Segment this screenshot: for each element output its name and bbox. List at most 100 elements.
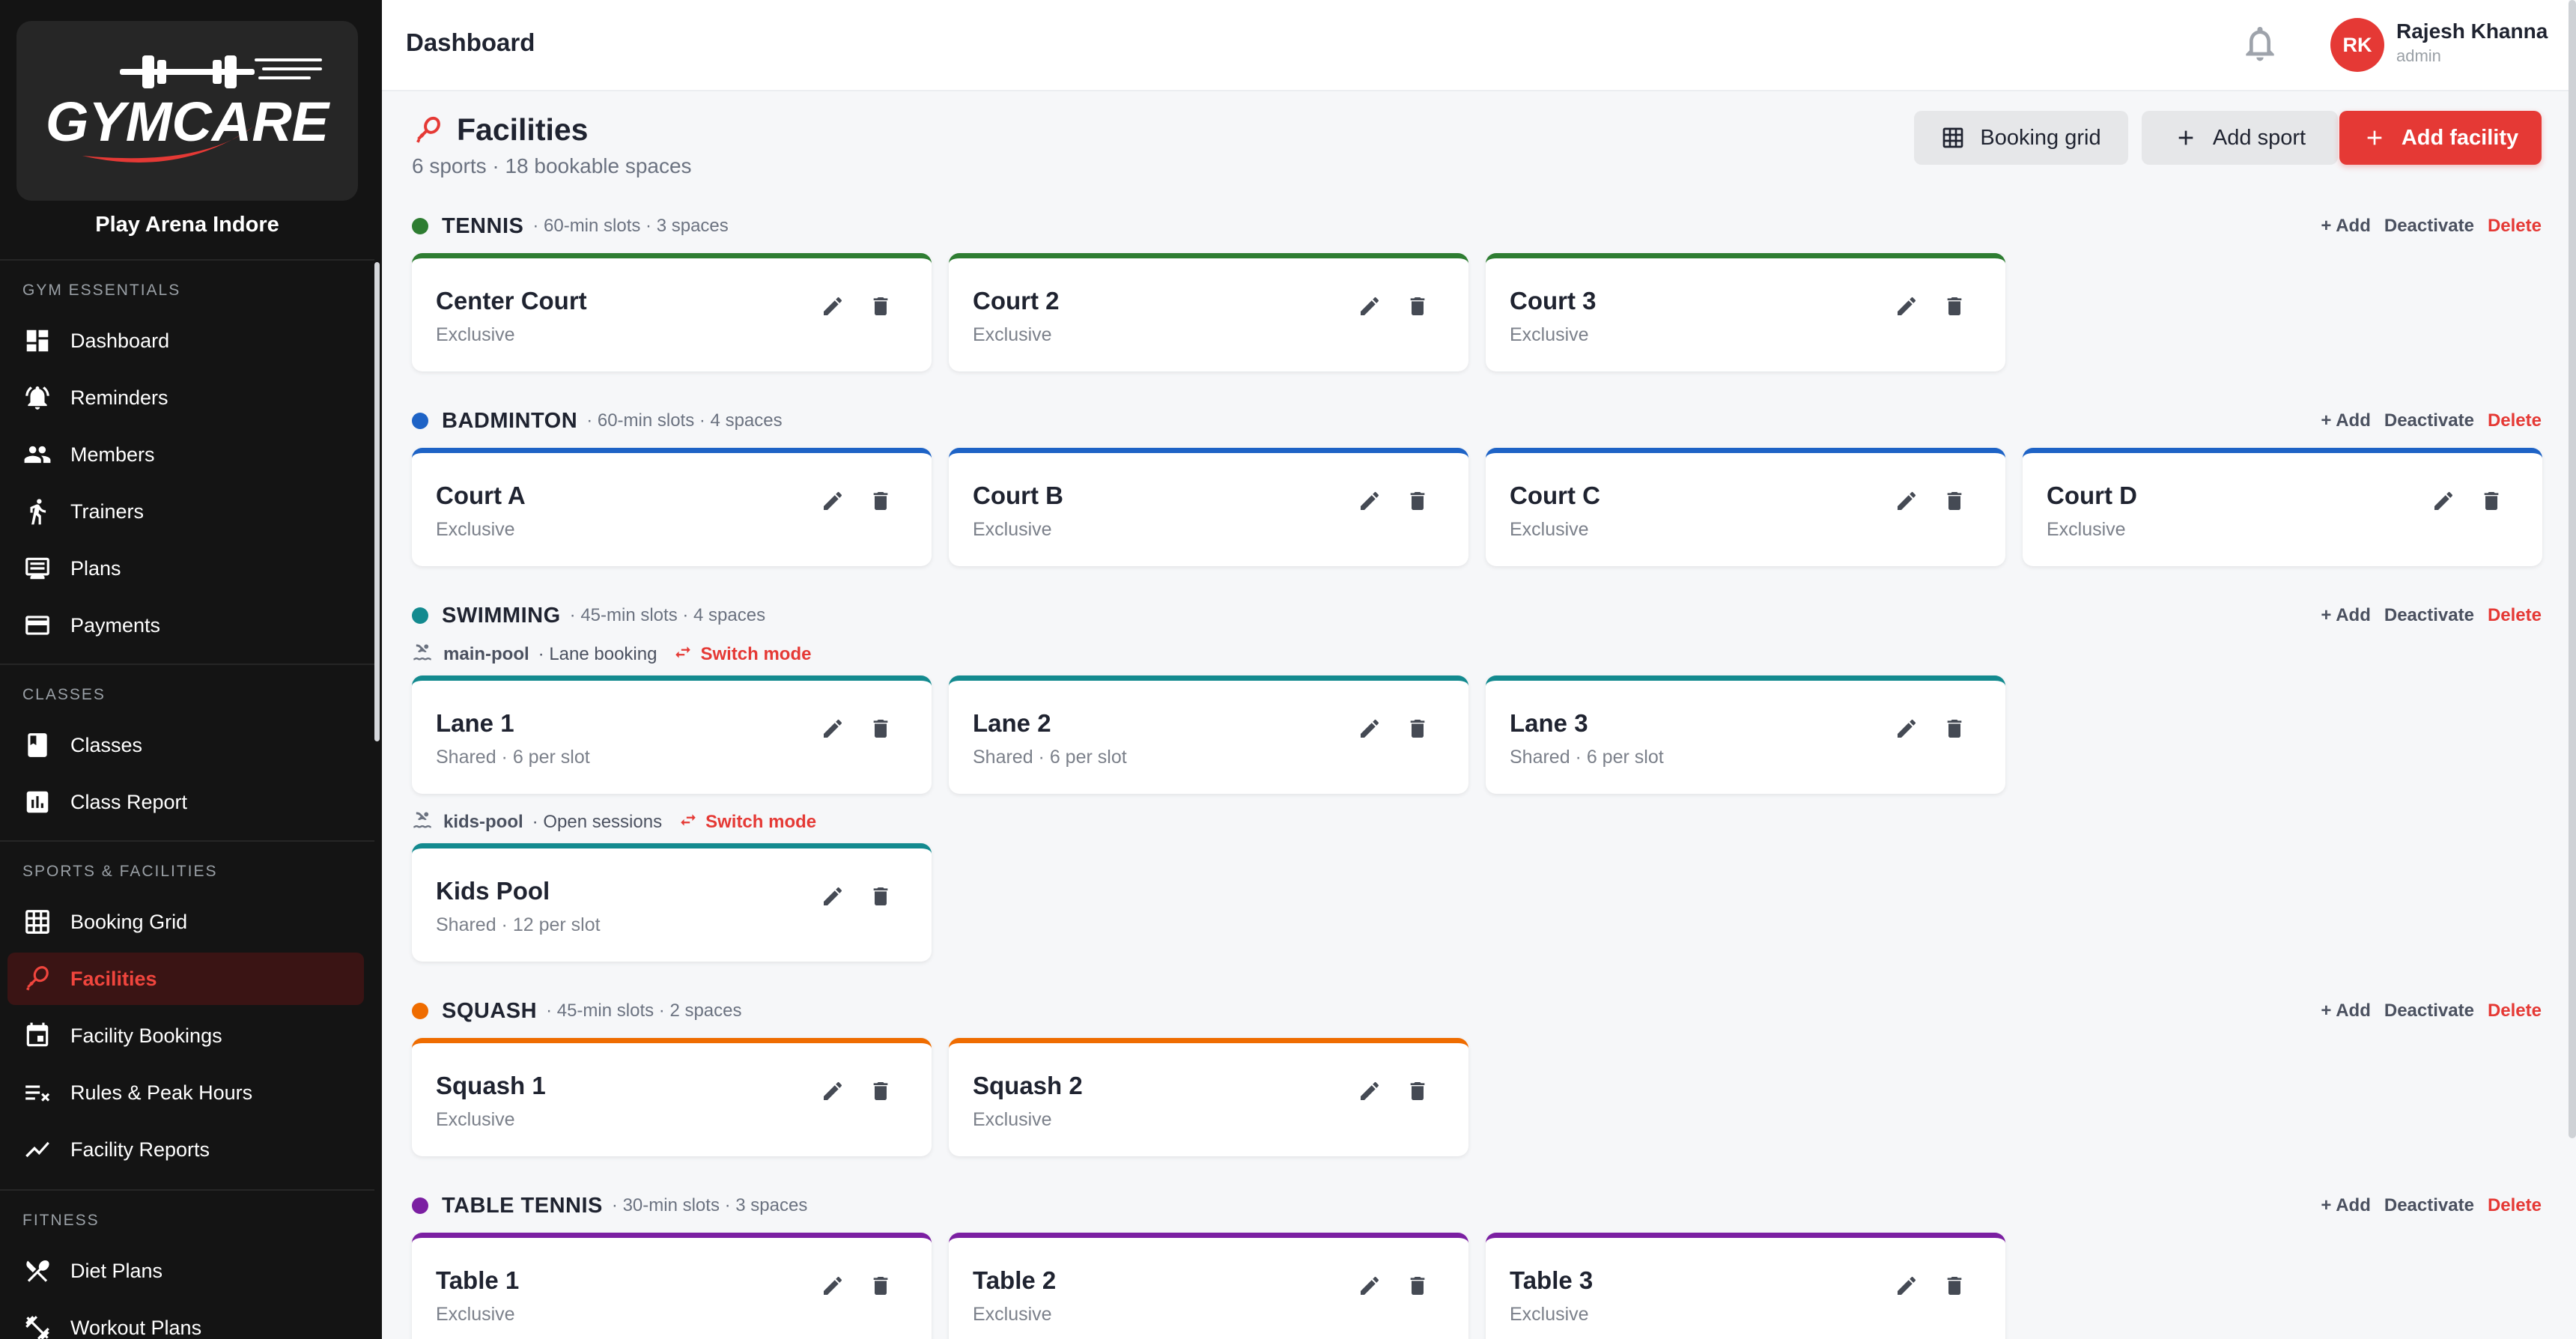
- avatar[interactable]: RK: [2330, 18, 2384, 72]
- switch-mode-button[interactable]: Switch mode: [678, 810, 816, 835]
- sidebar-item-rules-peak-hours[interactable]: Rules & Peak Hours: [7, 1066, 364, 1119]
- edit-icon[interactable]: [821, 884, 848, 911]
- sport-color-dot: [412, 607, 428, 624]
- sidebar-section-sports-facilities: SPORTS & FACILITIES: [22, 863, 218, 880]
- edit-icon[interactable]: [1895, 294, 1922, 321]
- facility-card[interactable]: Court D Exclusive: [2023, 448, 2542, 566]
- deactivate-sport-button[interactable]: Deactivate: [2384, 1195, 2474, 1215]
- facility-card[interactable]: Squash 2 Exclusive: [949, 1038, 1468, 1156]
- sport-color-dot: [412, 1003, 428, 1019]
- trash-icon[interactable]: [1942, 294, 1969, 321]
- edit-icon[interactable]: [1895, 1274, 1922, 1301]
- delete-sport-button[interactable]: Delete: [2487, 1195, 2542, 1215]
- delete-sport-button[interactable]: Delete: [2487, 410, 2542, 431]
- edit-icon[interactable]: [1358, 294, 1385, 321]
- sidebar-item-dashboard[interactable]: Dashboard: [7, 315, 364, 367]
- sidebar-item-plans[interactable]: Plans: [7, 542, 364, 595]
- sidebar-item-facilities[interactable]: Facilities: [7, 953, 364, 1005]
- edit-icon[interactable]: [1358, 717, 1385, 744]
- booking-grid-button[interactable]: Booking grid: [1914, 111, 2128, 165]
- facility-card[interactable]: Lane 1 Shared · 6 per slot: [412, 675, 932, 794]
- trash-icon[interactable]: [1942, 489, 1969, 516]
- facility-card[interactable]: Table 1 Exclusive: [412, 1233, 932, 1339]
- add-space-button[interactable]: + Add: [2321, 410, 2371, 431]
- facility-card[interactable]: Table 3 Exclusive: [1486, 1233, 2005, 1339]
- facility-card[interactable]: Court A Exclusive: [412, 448, 932, 566]
- sport-name: SQUASH: [442, 998, 538, 1023]
- facility-card[interactable]: Squash 1 Exclusive: [412, 1038, 932, 1156]
- add-sport-button[interactable]: Add sport: [2142, 111, 2338, 165]
- pool-mode: · Open sessions: [532, 812, 663, 832]
- edit-icon[interactable]: [1358, 1274, 1385, 1301]
- edit-icon[interactable]: [2431, 489, 2458, 516]
- trash-icon[interactable]: [869, 884, 896, 911]
- deactivate-sport-button[interactable]: Deactivate: [2384, 605, 2474, 625]
- dashboard-icon: [22, 326, 52, 356]
- edit-icon[interactable]: [821, 717, 848, 744]
- add-facility-button[interactable]: Add facility: [2339, 111, 2542, 165]
- sidebar-item-class-report[interactable]: Class Report: [7, 776, 364, 828]
- facility-card[interactable]: Center Court Exclusive: [412, 253, 932, 371]
- trash-icon[interactable]: [1406, 489, 1433, 516]
- edit-icon[interactable]: [821, 1079, 848, 1106]
- trash-icon[interactable]: [869, 489, 896, 516]
- trash-icon[interactable]: [1406, 717, 1433, 744]
- edit-icon[interactable]: [1358, 489, 1385, 516]
- edit-icon[interactable]: [821, 294, 848, 321]
- trash-icon[interactable]: [1942, 1274, 1969, 1301]
- deactivate-sport-button[interactable]: Deactivate: [2384, 410, 2474, 431]
- sidebar-item-facility-bookings[interactable]: Facility Bookings: [7, 1009, 364, 1062]
- org-name: Play Arena Indore: [95, 213, 279, 237]
- sidebar-item-payments[interactable]: Payments: [7, 599, 364, 652]
- delete-sport-button[interactable]: Delete: [2487, 216, 2542, 236]
- trash-icon[interactable]: [1406, 294, 1433, 321]
- add-space-button[interactable]: + Add: [2321, 1001, 2371, 1021]
- sidebar-item-diet-plans[interactable]: Diet Plans: [7, 1245, 364, 1297]
- sidebar-item-classes[interactable]: Classes: [7, 719, 364, 771]
- sidebar-scrollbar[interactable]: [374, 262, 380, 741]
- facility-card[interactable]: Lane 3 Shared · 6 per slot: [1486, 675, 2005, 794]
- add-space-button[interactable]: + Add: [2321, 605, 2371, 625]
- sidebar-item-facility-reports[interactable]: Facility Reports: [7, 1123, 364, 1176]
- edit-icon[interactable]: [1358, 1079, 1385, 1106]
- facility-card[interactable]: Court C Exclusive: [1486, 448, 2005, 566]
- add-space-button[interactable]: + Add: [2321, 1195, 2371, 1215]
- facility-card[interactable]: Table 2 Exclusive: [949, 1233, 1468, 1339]
- trash-icon[interactable]: [869, 294, 896, 321]
- delete-sport-button[interactable]: Delete: [2487, 1001, 2542, 1021]
- deactivate-sport-button[interactable]: Deactivate: [2384, 1001, 2474, 1021]
- edit-icon[interactable]: [1895, 717, 1922, 744]
- notification-bell-icon[interactable]: [2239, 22, 2284, 67]
- user-name[interactable]: Rajesh Khanna: [2396, 19, 2548, 43]
- trash-icon[interactable]: [869, 1079, 896, 1106]
- trash-icon[interactable]: [869, 1274, 896, 1301]
- sidebar-item-trainers[interactable]: Trainers: [7, 485, 364, 538]
- delete-sport-button[interactable]: Delete: [2487, 605, 2542, 625]
- facility-card[interactable]: Kids Pool Shared · 12 per slot: [412, 843, 932, 962]
- facility-card[interactable]: Lane 2 Shared · 6 per slot: [949, 675, 1468, 794]
- trash-icon[interactable]: [869, 717, 896, 744]
- facility-type: Shared · 6 per slot: [973, 747, 1127, 768]
- page-scrollbar[interactable]: [2569, 0, 2576, 1138]
- sidebar: GYMCARE Play Arena Indore GYM ESSENTIALS…: [0, 0, 382, 1339]
- add-space-button[interactable]: + Add: [2321, 216, 2371, 236]
- edit-icon[interactable]: [821, 1274, 848, 1301]
- deactivate-sport-button[interactable]: Deactivate: [2384, 216, 2474, 236]
- facility-card[interactable]: Court 2 Exclusive: [949, 253, 1468, 371]
- sidebar-item-workout-plans[interactable]: Workout Plans: [7, 1302, 364, 1339]
- gymcare-logo[interactable]: GYMCARE: [16, 21, 358, 201]
- facility-card[interactable]: Court 3 Exclusive: [1486, 253, 2005, 371]
- trash-icon[interactable]: [1406, 1079, 1433, 1106]
- sidebar-item-members[interactable]: Members: [7, 428, 364, 481]
- switch-mode-button[interactable]: Switch mode: [673, 643, 811, 667]
- edit-icon[interactable]: [1895, 489, 1922, 516]
- sidebar-item-booking-grid[interactable]: Booking Grid: [7, 896, 364, 948]
- edit-icon[interactable]: [821, 489, 848, 516]
- trash-icon[interactable]: [2479, 489, 2506, 516]
- trash-icon[interactable]: [1942, 717, 1969, 744]
- facility-card[interactable]: Court B Exclusive: [949, 448, 1468, 566]
- sidebar-item-label: Members: [70, 443, 155, 466]
- trash-icon[interactable]: [1406, 1274, 1433, 1301]
- sidebar-item-reminders[interactable]: Reminders: [7, 371, 364, 424]
- svg-text:GYMCARE: GYMCARE: [46, 91, 331, 153]
